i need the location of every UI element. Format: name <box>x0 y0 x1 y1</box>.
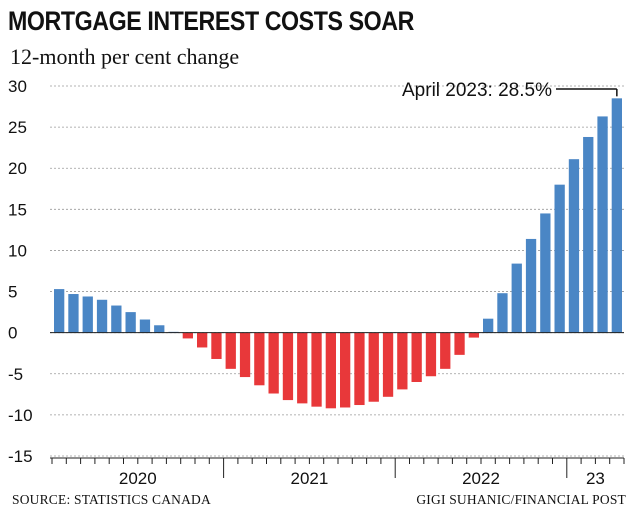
y-tick-label: -15 <box>8 447 33 466</box>
bar <box>82 296 93 333</box>
bar <box>354 332 365 406</box>
bar <box>182 332 193 339</box>
bar <box>197 332 208 348</box>
chart-title: MORTGAGE INTEREST COSTS SOAR <box>8 6 414 36</box>
bar <box>597 116 608 333</box>
bar <box>411 332 422 382</box>
bar <box>125 312 136 333</box>
bar <box>139 319 151 333</box>
x-year-label: 23 <box>586 469 605 488</box>
y-tick-label: 30 <box>8 77 27 96</box>
bar <box>225 332 236 369</box>
y-tick-label: 10 <box>8 241 27 260</box>
bar <box>440 332 451 369</box>
bar <box>468 332 479 338</box>
source-note: SOURCE: STATISTICS CANADA <box>12 492 211 507</box>
y-tick-label: -5 <box>8 365 23 384</box>
bar <box>497 293 508 333</box>
bar <box>368 332 379 402</box>
x-year-label: 2022 <box>462 469 500 488</box>
bar <box>554 184 565 333</box>
y-tick-label: -10 <box>8 406 33 425</box>
bar <box>540 213 551 333</box>
bar <box>282 332 294 401</box>
y-tick-label: 15 <box>8 200 27 219</box>
bar <box>111 305 122 333</box>
bar <box>425 332 437 377</box>
bar <box>568 159 580 333</box>
y-tick-label: 0 <box>8 324 17 343</box>
bar <box>254 332 265 386</box>
chart-subtitle: 12-month per cent change <box>10 44 240 69</box>
bar <box>96 299 108 333</box>
bar <box>297 332 308 404</box>
bar <box>154 325 165 333</box>
x-year-label: 2020 <box>119 469 157 488</box>
bar <box>483 318 494 333</box>
bar <box>511 263 522 333</box>
bar <box>268 332 279 394</box>
bar <box>325 332 336 409</box>
bar <box>454 332 465 355</box>
bar <box>583 136 594 333</box>
bar <box>211 332 222 359</box>
callout-label: April 2023: 28.5% <box>402 80 552 101</box>
bar <box>382 332 394 397</box>
bar <box>340 332 351 408</box>
y-tick-label: 25 <box>8 118 27 137</box>
bar <box>611 98 622 333</box>
credit-note: GIGI SUHANIC/FINANCIAL POST <box>416 492 626 507</box>
x-year-label: 2021 <box>290 469 328 488</box>
bar <box>397 332 408 390</box>
bar <box>239 332 251 378</box>
bar <box>525 238 537 333</box>
bar <box>54 289 65 333</box>
y-tick-label: 5 <box>8 283 17 302</box>
bar <box>311 332 322 407</box>
bar <box>68 294 79 333</box>
y-tick-label: 20 <box>8 159 27 178</box>
